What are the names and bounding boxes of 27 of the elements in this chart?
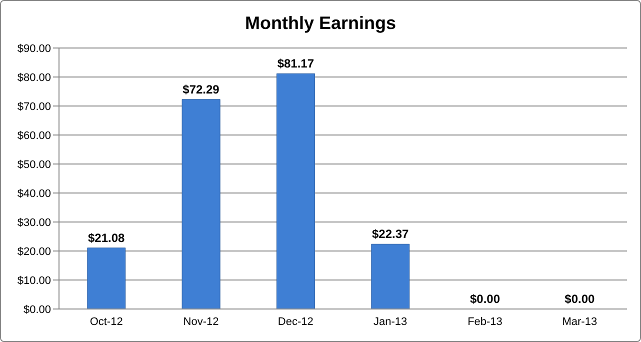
bar (87, 248, 126, 309)
data-label: $22.37 (372, 227, 410, 242)
y-tick-label: $80.00 (17, 72, 51, 84)
chart-title: Monthly Earnings (244, 13, 397, 34)
y-tick-label: $40.00 (17, 188, 51, 200)
x-tick-label: Mar-13 (562, 316, 598, 328)
y-tick-label: $10.00 (17, 274, 51, 287)
y-tick-label: $20.00 (17, 246, 51, 258)
x-tick-label: Nov-12 (183, 316, 219, 328)
x-tick-label: Oct-12 (90, 316, 123, 328)
y-tick-label: $30.00 (17, 216, 51, 229)
data-label: $21.08 (88, 230, 126, 245)
x-tick-label: Jan-13 (374, 316, 408, 328)
bar (276, 73, 315, 309)
y-tick-label: $50.00 (17, 158, 51, 171)
data-label: $81.17 (277, 56, 314, 71)
y-tick-label: $0.00 (23, 304, 51, 316)
data-label: $0.00 (470, 292, 500, 306)
bar (371, 244, 410, 309)
data-label: $72.29 (182, 82, 220, 96)
y-tick-label: $70.00 (17, 100, 51, 113)
y-tick-label: $60.00 (17, 130, 51, 142)
y-tick-label: $90.00 (17, 42, 51, 55)
x-tick-label: Dec-12 (278, 316, 314, 328)
x-tick-label: Feb-13 (468, 316, 502, 328)
bar (182, 99, 220, 309)
data-label: $0.00 (564, 292, 596, 306)
